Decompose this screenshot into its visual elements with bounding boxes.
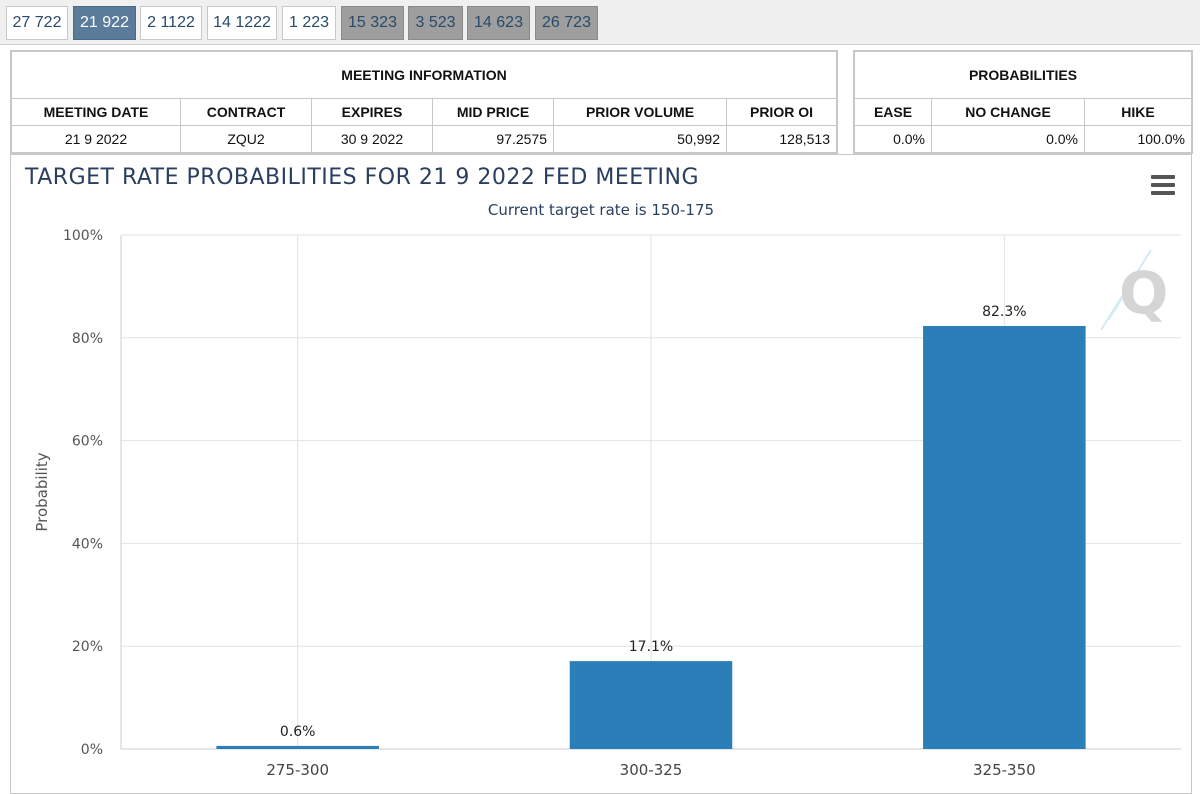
- meeting-tab-bar: 27 722 21 922 2 1122 14 1222 1 223 15 32…: [0, 0, 1200, 45]
- data-label: 0.6%: [280, 724, 316, 740]
- tab-21-922[interactable]: 21 922: [73, 6, 136, 40]
- meeting-information-table: MEETING INFORMATION MEETING DATE CONTRAC…: [11, 51, 837, 153]
- y-tick-label: 40%: [72, 536, 103, 552]
- header-no-change: NO CHANGE: [931, 98, 1085, 126]
- bar-275-300: [216, 745, 379, 749]
- header-prior-volume: PRIOR VOLUME: [553, 98, 727, 126]
- tab-26-723[interactable]: 26 723: [535, 6, 598, 40]
- svg-text:Q: Q: [1119, 259, 1168, 327]
- chart-plot-area: Q 0% 20% 40% 60% 80% 100% 0.6% 275-300 17.1% 300-…: [33, 228, 1181, 779]
- tab-14-623[interactable]: 14 623: [467, 6, 530, 40]
- bar-325-350: [923, 325, 1086, 749]
- header-hike: HIKE: [1084, 98, 1192, 126]
- tab-14-1222[interactable]: 14 1222: [207, 6, 277, 40]
- x-tick-label: 300-325: [620, 761, 683, 779]
- header-contract: CONTRACT: [180, 98, 312, 126]
- y-tick-label: 80%: [72, 331, 103, 347]
- tab-3-523[interactable]: 3 523: [408, 6, 463, 40]
- header-prior-oi: PRIOR OI: [726, 98, 837, 126]
- hamburger-menu-icon[interactable]: [1151, 175, 1175, 195]
- hike-value: 100.0%: [1084, 125, 1192, 153]
- probabilities-panel: PROBABILITIES EASE NO CHANGE HIKE 0.0% 0…: [853, 50, 1193, 154]
- meeting-information-panel: MEETING INFORMATION MEETING DATE CONTRAC…: [10, 50, 838, 154]
- data-label: 82.3%: [982, 304, 1026, 320]
- chart-subtitle: Current target rate is 150-175: [487, 201, 715, 219]
- header-mid-price: MID PRICE: [432, 98, 554, 126]
- no-change-value: 0.0%: [931, 125, 1085, 153]
- header-expires: EXPIRES: [311, 98, 433, 126]
- prior-oi-value: 128,513: [726, 125, 837, 153]
- meeting-date-value: 21 9 2022: [11, 125, 181, 153]
- header-meeting-date: MEETING DATE: [11, 98, 181, 126]
- data-label: 17.1%: [629, 639, 673, 655]
- y-axis-title: Probability: [33, 452, 51, 531]
- tab-27-722[interactable]: 27 722: [6, 6, 68, 40]
- tab-15-323[interactable]: 15 323: [341, 6, 404, 40]
- y-tick-label: 60%: [72, 434, 103, 450]
- mid-price-value: 97.2575: [432, 125, 554, 153]
- prior-volume-value: 50,992: [553, 125, 727, 153]
- header-ease: EASE: [854, 98, 932, 126]
- x-tick-label: 275-300: [266, 761, 329, 779]
- probabilities-table: PROBABILITIES EASE NO CHANGE HIKE 0.0% 0…: [854, 51, 1192, 153]
- expires-value: 30 9 2022: [311, 125, 433, 153]
- tab-2-1122[interactable]: 2 1122: [140, 6, 202, 40]
- tab-1-223[interactable]: 1 223: [282, 6, 336, 40]
- target-rate-chart: TARGET RATE PROBABILITIES FOR 21 9 2022 …: [10, 154, 1192, 794]
- watermark-logo-icon: Q: [1100, 249, 1168, 331]
- chart-title: TARGET RATE PROBABILITIES FOR 21 9 2022 …: [25, 165, 700, 190]
- y-tick-label: 20%: [72, 639, 103, 655]
- meeting-information-caption: MEETING INFORMATION: [11, 51, 837, 99]
- bar-300-325: [569, 661, 733, 749]
- probabilities-caption: PROBABILITIES: [854, 51, 1192, 99]
- contract-value: ZQU2: [180, 125, 312, 153]
- y-tick-label: 0%: [81, 742, 103, 758]
- x-tick-label: 325-350: [973, 761, 1036, 779]
- ease-value: 0.0%: [854, 125, 932, 153]
- y-tick-label: 100%: [63, 228, 103, 244]
